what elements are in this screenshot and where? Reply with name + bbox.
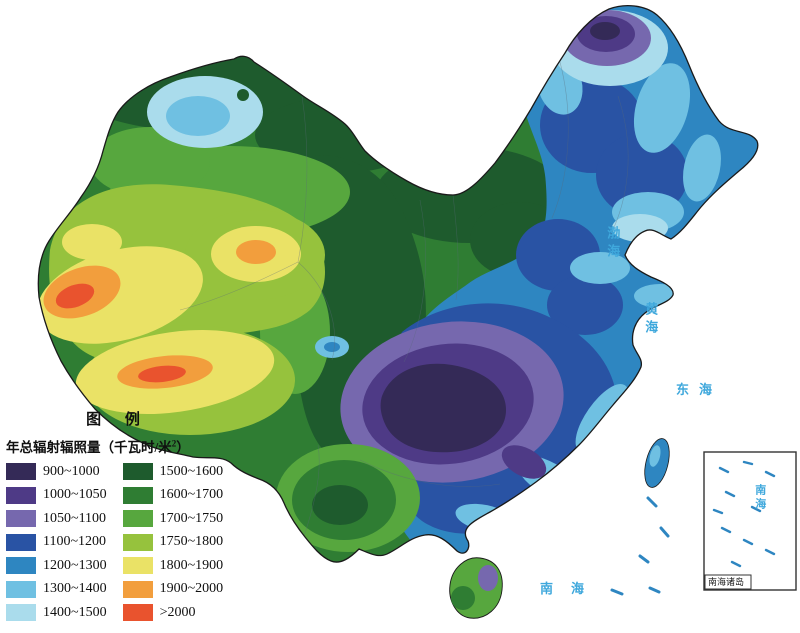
legend-grid: 900~1000 1000~1050 1050~1100 1100~1200 1200~… [6, 463, 258, 621]
qinghai-lake-spot [324, 342, 340, 352]
legend-column-2: 1500~1600 1600~1700 1700~1750 1750~1800 1800… [122, 463, 224, 621]
taiwan-island [644, 438, 670, 488]
legend-item-c900: 900~1000 [6, 463, 107, 480]
sea-label-yellow-sea: 黄海 [643, 302, 659, 338]
legend-swatch [122, 486, 153, 504]
legend-swatch [122, 557, 153, 574]
legend-item-c1700: 1700~1750 [122, 510, 224, 527]
legend-range-label: 1700~1750 [159, 510, 224, 526]
legend-subtitle-text: 年总辐射辐照量（千瓦时/米 [6, 440, 172, 455]
province-borders [179, 61, 629, 537]
legend-range-label: 1600~1700 [159, 487, 224, 502]
legend-item-c2000: >2000 [122, 604, 224, 621]
legend-range-label: 900~1000 [43, 463, 100, 479]
legend: 图 例 年总辐射辐照量（千瓦时/米2） 900~1000 1000~1050 105… [6, 408, 258, 621]
dark-spot [237, 89, 249, 101]
legend-item-c1300: 1300~1400 [6, 580, 107, 598]
legend-item-c1800: 1800~1900 [122, 557, 224, 574]
legend-swatch [122, 510, 153, 527]
legend-range-label: 1800~1900 [159, 557, 224, 573]
legend-item-c1200: 1200~1300 [6, 557, 107, 574]
northwest-pale-blue-basin [147, 76, 263, 148]
legend-swatch [6, 557, 36, 574]
inset-sea-label: 南海 [753, 484, 766, 512]
northeast-low-radiation-spot [563, 10, 651, 66]
legend-subtitle: 年总辐射辐照量（千瓦时/米2） [6, 436, 258, 456]
legend-swatch [6, 463, 36, 480]
legend-swatch [6, 486, 36, 504]
sea-label-south-china-sea: 南海 [540, 581, 603, 596]
legend-item-c1050: 1050~1100 [6, 510, 107, 527]
sichuan-low-radiation-core [340, 321, 564, 483]
legend-swatch [122, 580, 153, 598]
legend-range-label: 1050~1100 [43, 510, 107, 526]
legend-range-label: 1000~1050 [43, 487, 107, 502]
inset-caption: 南海诸岛 [708, 577, 745, 587]
legend-title: 图 例 [86, 412, 150, 428]
legend-swatch [122, 533, 153, 551]
legend-item-c1750: 1750~1800 [122, 533, 224, 551]
legend-item-c1000: 1000~1050 [6, 486, 107, 504]
legend-range-label: 1200~1300 [43, 557, 107, 573]
legend-column-1: 900~1000 1000~1050 1050~1100 1100~1200 1200~… [6, 463, 107, 621]
sea-label-bohai: 渤海 [605, 226, 621, 262]
legend-swatch [6, 604, 36, 621]
legend-subtitle-superscript: 2 [171, 438, 177, 449]
inset-caption-box [704, 574, 752, 590]
legend-range-label: 1500~1600 [159, 463, 224, 479]
hainan-island [449, 557, 503, 619]
band-over-2000-cores [55, 283, 186, 383]
legend-swatch [6, 533, 36, 551]
legend-swatch [6, 580, 36, 598]
sea-label-east-china-sea: 东海 [676, 382, 723, 397]
legend-range-label: 1900~2000 [159, 581, 224, 596]
legend-range-label: 1100~1200 [43, 534, 107, 549]
legend-item-c1900: 1900~2000 [122, 580, 224, 598]
yunnan-green-region [276, 444, 420, 552]
legend-item-c1100: 1100~1200 [6, 533, 107, 551]
legend-swatch [122, 604, 153, 621]
legend-range-label: 1300~1400 [43, 581, 107, 596]
legend-item-c1500: 1500~1600 [122, 463, 224, 480]
coastal-island-dashes [610, 496, 670, 596]
china-coastline-outline [37, 4, 759, 563]
legend-range-label: >2000 [159, 604, 196, 620]
legend-subtitle-close: ） [176, 440, 190, 455]
legend-item-c1600: 1600~1700 [122, 486, 224, 504]
legend-swatch [6, 510, 36, 527]
south-china-sea-inset [703, 451, 797, 591]
inset-island-dashes [712, 460, 776, 568]
legend-range-label: 1400~1500 [43, 604, 107, 620]
legend-swatch [122, 463, 153, 480]
legend-range-label: 1750~1800 [159, 534, 224, 549]
legend-item-c1400: 1400~1500 [6, 604, 107, 621]
